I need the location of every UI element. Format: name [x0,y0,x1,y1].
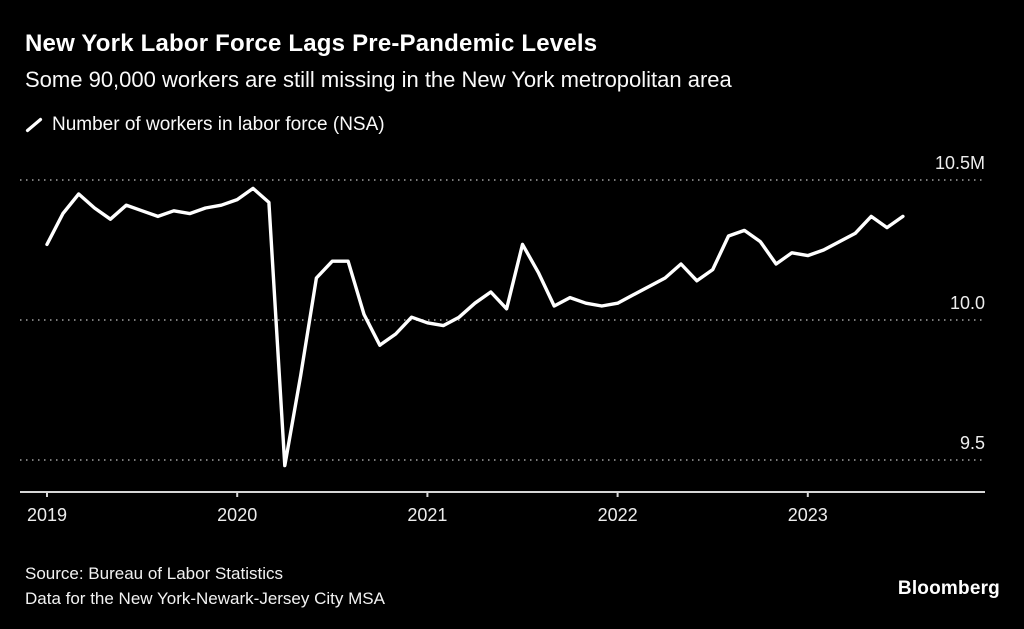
x-axis-tick-label: 2019 [27,505,67,525]
source-line: Source: Bureau of Labor Statistics [25,564,283,583]
legend: Number of workers in labor force (NSA) [25,114,385,136]
legend-line-icon [25,117,43,133]
chart-subtitle: Some 90,000 workers are still missing in… [25,67,732,92]
x-axis-tick-label: 2020 [217,505,257,525]
source-line: Data for the New York-Newark-Jersey City… [25,589,385,608]
x-axis-tick-label: 2021 [407,505,447,525]
y-axis-tick-label: 10.0 [950,293,985,313]
chart-title: New York Labor Force Lags Pre-Pandemic L… [25,30,598,57]
legend-label: Number of workers in labor force (NSA) [52,114,385,135]
y-axis-tick-label: 10.5M [935,153,985,173]
y-axis-tick-label: 9.5 [960,433,985,453]
bloomberg-logo: Bloomberg [897,578,1000,599]
x-axis-tick-label: 2022 [598,505,638,525]
labor-force-series-line [45,186,905,468]
source-note: Source: Bureau of Labor Statistics Data … [25,561,385,611]
x-axis-tick-label: 2023 [788,505,828,525]
